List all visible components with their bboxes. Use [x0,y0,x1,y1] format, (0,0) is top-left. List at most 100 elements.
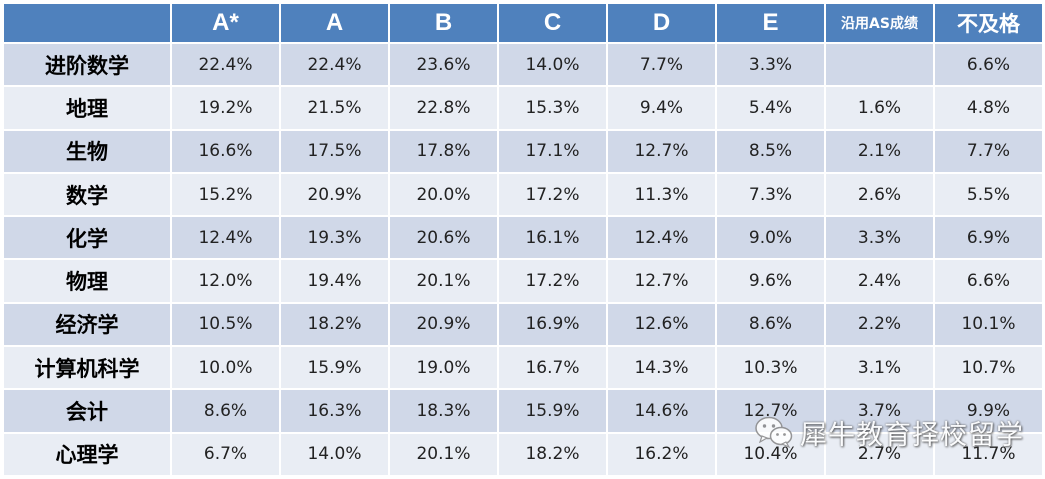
value-cell: 20.1% [390,433,497,475]
value-cell: 23.6% [390,44,497,86]
value-cell: 22.8% [390,87,497,129]
value-cell: 11.7% [935,433,1042,475]
value-cell: 11.3% [608,173,715,216]
value-cell: 14.3% [608,347,715,389]
value-cell: 2.7% [826,433,933,475]
value-cell: 18.3% [390,390,497,432]
value-cell: 1.6% [826,87,933,129]
value-cell: 16.1% [499,217,606,259]
value-cell: 2.4% [826,260,933,302]
value-cell: 20.0% [390,173,497,216]
table-row: 地理 19.2% 21.5% 22.8% 15.3% 9.4% 5.4% 1.6… [4,87,1042,129]
subject-cell: 生物 [4,130,170,172]
value-cell [826,44,933,86]
value-cell: 3.3% [717,44,824,86]
table-row: 化学 12.4% 19.3% 20.6% 16.1% 12.4% 9.0% 3.… [4,217,1042,259]
table-row: 经济学 10.5% 18.2% 20.9% 16.9% 12.6% 8.6% 2… [4,303,1042,346]
value-cell: 10.3% [717,347,824,389]
value-cell: 3.3% [826,217,933,259]
header-fail: 不及格 [935,4,1042,42]
value-cell: 16.7% [499,347,606,389]
value-cell: 21.5% [281,87,388,129]
table-row: 物理 12.0% 19.4% 20.1% 17.2% 12.7% 9.6% 2.… [4,260,1042,302]
value-cell: 9.4% [608,87,715,129]
value-cell: 8.6% [717,303,824,346]
value-cell: 14.0% [499,44,606,86]
value-cell: 6.7% [172,433,279,475]
subject-cell: 经济学 [4,303,170,346]
table-row: 数学 15.2% 20.9% 20.0% 17.2% 11.3% 7.3% 2.… [4,173,1042,216]
header-grade-c: C [499,4,606,42]
value-cell: 12.7% [717,390,824,432]
header-grade-a-star: A* [172,4,279,42]
table-body: 进阶数学 22.4% 22.4% 23.6% 14.0% 7.7% 3.3% 6… [4,44,1042,475]
value-cell: 8.5% [717,130,824,172]
table-row: 会计 8.6% 16.3% 18.3% 15.9% 14.6% 12.7% 3.… [4,390,1042,432]
value-cell: 18.2% [281,303,388,346]
subject-cell: 数学 [4,173,170,216]
header-grade-d: D [608,4,715,42]
value-cell: 17.2% [499,260,606,302]
header-as-carried: 沿用AS成绩 [826,4,933,42]
value-cell: 5.4% [717,87,824,129]
header-grade-e: E [717,4,824,42]
value-cell: 17.1% [499,130,606,172]
header-grade-b: B [390,4,497,42]
value-cell: 22.4% [172,44,279,86]
value-cell: 3.1% [826,347,933,389]
value-cell: 6.6% [935,44,1042,86]
value-cell: 5.5% [935,173,1042,216]
value-cell: 4.8% [935,87,1042,129]
subject-cell: 会计 [4,390,170,432]
header-row: A* A B C D E 沿用AS成绩 不及格 [4,4,1042,42]
subject-cell: 地理 [4,87,170,129]
value-cell: 17.5% [281,130,388,172]
value-cell: 19.0% [390,347,497,389]
value-cell: 16.6% [172,130,279,172]
value-cell: 15.3% [499,87,606,129]
value-cell: 12.0% [172,260,279,302]
value-cell: 15.9% [499,390,606,432]
value-cell: 17.2% [499,173,606,216]
value-cell: 20.1% [390,260,497,302]
value-cell: 9.0% [717,217,824,259]
value-cell: 9.6% [717,260,824,302]
value-cell: 12.4% [172,217,279,259]
table-row: 心理学 6.7% 14.0% 20.1% 18.2% 16.2% 10.4% 2… [4,433,1042,475]
value-cell: 8.6% [172,390,279,432]
value-cell: 14.0% [281,433,388,475]
value-cell: 20.9% [281,173,388,216]
value-cell: 15.2% [172,173,279,216]
header-corner [4,4,170,42]
table-row: 生物 16.6% 17.5% 17.8% 17.1% 12.7% 8.5% 2.… [4,130,1042,172]
value-cell: 7.3% [717,173,824,216]
value-cell: 12.6% [608,303,715,346]
value-cell: 7.7% [608,44,715,86]
value-cell: 20.9% [390,303,497,346]
value-cell: 19.3% [281,217,388,259]
value-cell: 17.8% [390,130,497,172]
value-cell: 7.7% [935,130,1042,172]
value-cell: 2.1% [826,130,933,172]
value-cell: 14.6% [608,390,715,432]
value-cell: 3.7% [826,390,933,432]
value-cell: 6.9% [935,217,1042,259]
table-row: 进阶数学 22.4% 22.4% 23.6% 14.0% 7.7% 3.3% 6… [4,44,1042,86]
value-cell: 16.9% [499,303,606,346]
value-cell: 19.2% [172,87,279,129]
value-cell: 22.4% [281,44,388,86]
value-cell: 10.1% [935,303,1042,346]
value-cell: 12.4% [608,217,715,259]
value-cell: 10.7% [935,347,1042,389]
subject-cell: 心理学 [4,433,170,475]
subject-cell: 物理 [4,260,170,302]
header-grade-a: A [281,4,388,42]
value-cell: 10.0% [172,347,279,389]
value-cell: 10.4% [717,433,824,475]
value-cell: 2.6% [826,173,933,216]
value-cell: 9.9% [935,390,1042,432]
subject-cell: 进阶数学 [4,44,170,86]
subject-cell: 化学 [4,217,170,259]
value-cell: 15.9% [281,347,388,389]
value-cell: 16.3% [281,390,388,432]
